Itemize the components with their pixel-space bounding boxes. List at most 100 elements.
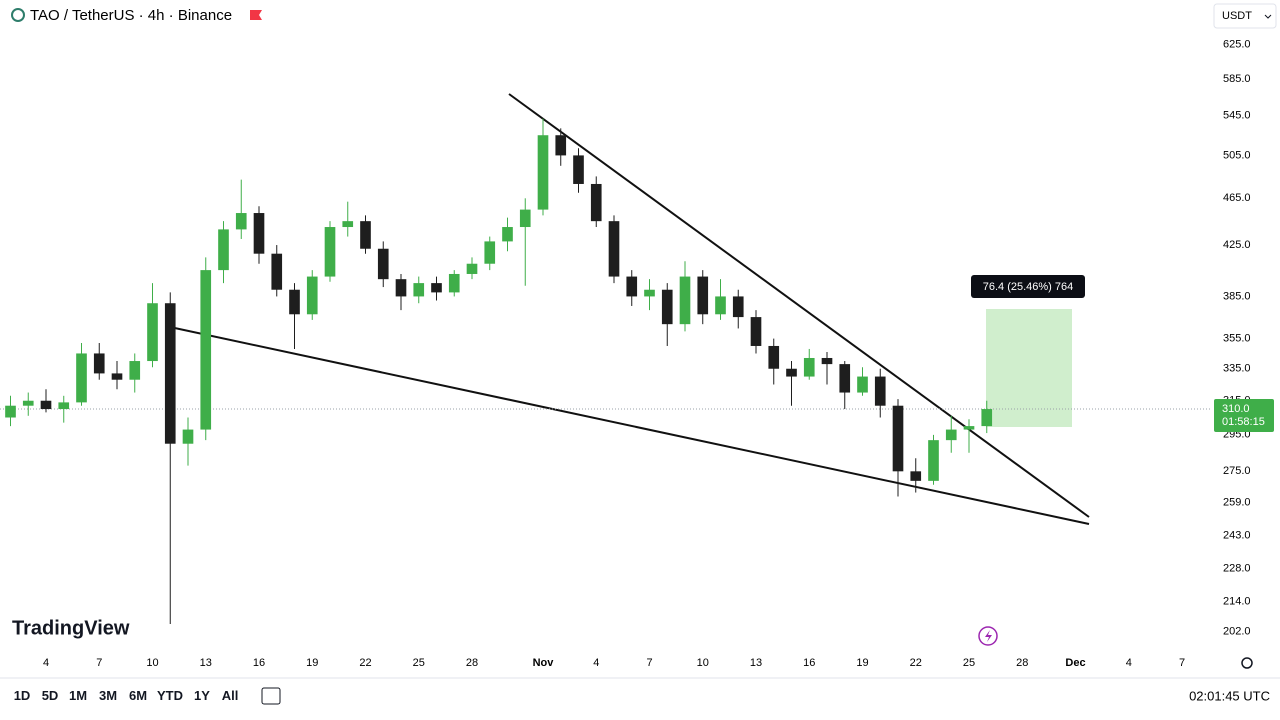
y-tick-label: 228.0	[1223, 563, 1251, 575]
settings-icon[interactable]	[1241, 657, 1253, 669]
range-button[interactable]: All	[221, 688, 239, 703]
candle-body	[768, 345, 780, 369]
candle-body	[253, 213, 265, 254]
y-tick-label: 505.0	[1223, 149, 1251, 161]
candle-body	[22, 400, 34, 406]
date-range-icon[interactable]	[261, 687, 281, 705]
candle-body	[58, 402, 70, 410]
x-tick-label: 16	[803, 657, 815, 669]
range-button[interactable]: 6M	[128, 688, 148, 703]
candle-body	[218, 229, 229, 271]
candle-body	[235, 213, 247, 230]
logo: TradingView	[12, 617, 130, 639]
price-tag-label: 310.0	[1222, 403, 1250, 415]
candle-body	[910, 471, 922, 481]
price-tag	[1214, 399, 1274, 433]
countdown: 01:58:15	[1222, 416, 1265, 428]
chevron	[1264, 14, 1272, 19]
trend-line[interactable]	[508, 93, 1090, 518]
candle-body	[874, 376, 886, 406]
candle-body	[502, 227, 513, 242]
candle-body	[839, 364, 851, 393]
candle-body	[5, 405, 16, 418]
candle-body	[644, 289, 655, 297]
range-button[interactable]: 1D	[13, 688, 31, 703]
y-tick-label: 355.0	[1223, 333, 1251, 345]
candle-body	[555, 135, 567, 156]
range-button[interactable]: 1Y	[194, 688, 210, 703]
y-tick-label: 625.0	[1223, 39, 1251, 51]
x-tick-label: 28	[1016, 657, 1028, 669]
candle-body	[76, 353, 87, 403]
candle-body	[395, 279, 407, 297]
candle-body	[608, 221, 620, 277]
x-tick-label: 25	[413, 657, 425, 669]
x-tick-label: 19	[306, 657, 318, 669]
y-tick-label: 214.0	[1223, 596, 1251, 608]
measure-label: 76.4 (25.46%) 764	[983, 281, 1074, 293]
y-tick-label: 385.0	[1223, 290, 1251, 302]
candle-body	[413, 283, 425, 297]
range-button[interactable]: 3M	[98, 688, 118, 703]
candle-body	[981, 409, 993, 427]
candle-body	[342, 221, 354, 228]
y-tick-label: 545.0	[1223, 110, 1251, 122]
x-tick-label: 22	[910, 657, 922, 669]
candle-body	[306, 276, 318, 315]
candle-body	[715, 296, 726, 315]
y-tick-label: 425.0	[1223, 239, 1251, 251]
x-tick-label: 4	[43, 657, 49, 669]
range-button[interactable]: YTD	[157, 688, 183, 703]
x-tick-label: 7	[646, 657, 652, 669]
candle-body	[289, 289, 300, 315]
candle-body	[857, 376, 868, 393]
candle-body	[803, 357, 815, 377]
x-tick-label: 4	[1126, 657, 1132, 669]
candle-body	[40, 400, 52, 410]
range-button[interactable]: 1M	[68, 688, 88, 703]
candle-body	[200, 270, 212, 430]
candle-body	[377, 248, 389, 280]
x-tick-label: 28	[466, 657, 478, 669]
x-tick-label: Dec	[1065, 657, 1085, 669]
candle-body	[164, 303, 176, 444]
x-tick-label: 16	[253, 657, 265, 669]
range-button[interactable]: 5D	[41, 688, 59, 703]
candle-body	[448, 273, 460, 293]
candle-body	[182, 429, 194, 444]
candle-body	[821, 357, 833, 365]
symbol-title: TAO / TetherUS · 4h · Binance	[30, 7, 232, 24]
flag-icon[interactable]	[250, 10, 262, 20]
x-tick-label: 22	[359, 657, 371, 669]
candle-body	[963, 426, 975, 430]
candle-body	[324, 227, 336, 277]
y-tick-label: 243.0	[1223, 530, 1251, 542]
currency-label: USDT	[1222, 10, 1252, 22]
x-tick-label: 4	[593, 657, 599, 669]
y-tick-label: 259.0	[1223, 496, 1251, 508]
currency-select[interactable]	[1213, 3, 1277, 29]
x-tick-label: 7	[1179, 657, 1185, 669]
symbol-icon	[11, 8, 25, 22]
alert-icon[interactable]	[978, 626, 998, 646]
clock: 02:01:45 UTC	[1189, 688, 1270, 703]
candle-body	[750, 317, 762, 346]
candle-body	[111, 373, 123, 380]
trend-line[interactable]	[169, 326, 1090, 525]
candle-body	[626, 276, 638, 297]
candle-body	[732, 296, 744, 318]
candle-body	[573, 155, 584, 184]
x-tick-label: 13	[200, 657, 212, 669]
x-tick-label: 13	[750, 657, 762, 669]
x-tick-label: 25	[963, 657, 975, 669]
x-tick-label: 19	[856, 657, 868, 669]
x-tick-label: Nov	[533, 657, 555, 669]
candle-body	[466, 263, 478, 274]
candle-body	[519, 209, 531, 228]
candle-body	[892, 405, 904, 472]
candle-body	[679, 276, 691, 325]
candle-body	[945, 429, 957, 441]
measure-box[interactable]	[986, 309, 1072, 427]
